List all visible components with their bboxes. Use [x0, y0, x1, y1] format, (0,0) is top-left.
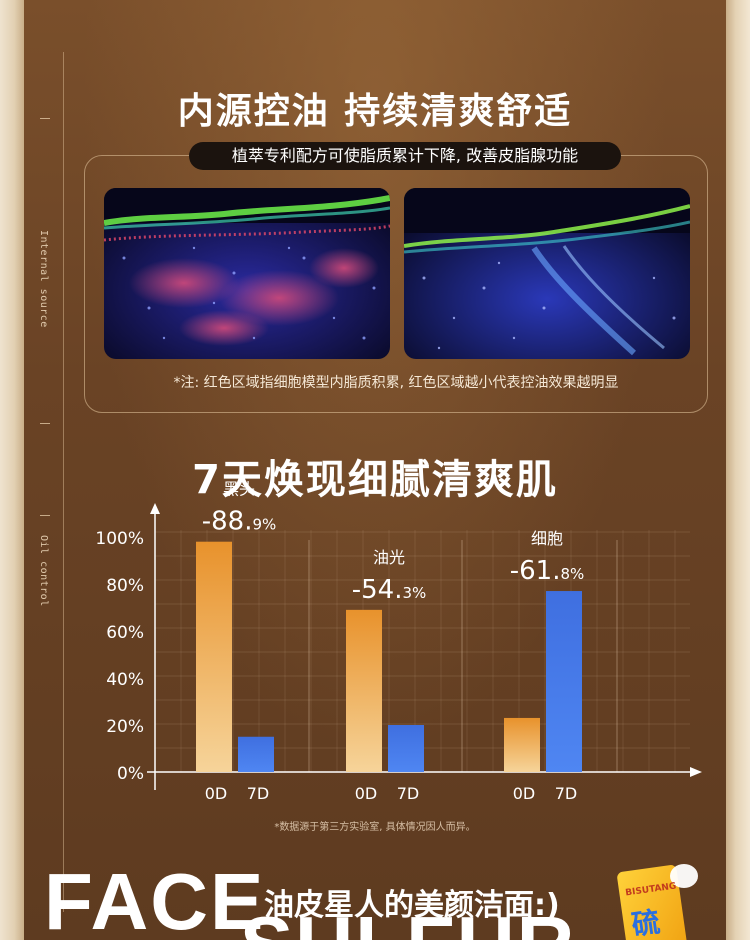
y-tick-label: 20% [106, 717, 144, 737]
bar-7d [388, 725, 424, 772]
data-source-note: *数据源于第三方实验室, 具体情况因人而异。 [274, 822, 476, 833]
bar-0d [196, 541, 232, 772]
bar-0d [346, 609, 382, 772]
product-char-label: 硫 [630, 905, 662, 940]
chart-grid [155, 530, 690, 772]
x-tick-label: 0D [355, 784, 378, 803]
micrograph-note: *注: 红色区域指细胞模型内脂质积累, 红色区域越小代表控油效果越明显 [173, 375, 619, 391]
guide-tick [40, 118, 50, 119]
x-tick-label: 0D [513, 784, 536, 803]
x-tick-label: 7D [397, 784, 420, 803]
y-axis-arrow [150, 503, 160, 514]
bar-0d [504, 717, 540, 772]
reduction-label: -54.3% [352, 575, 427, 605]
chart-bars [196, 541, 582, 772]
slogan: 油皮星人的美颜洁面:) [264, 888, 560, 923]
category-label: 黑头 [223, 480, 255, 499]
y-tick-labels: 100% 80% 60% 40% 20% 0% [95, 529, 144, 784]
page-title: 内源控油 持续清爽舒适 [177, 91, 573, 132]
category-label: 细胞 [531, 529, 563, 548]
reduction-label: -88.9% [202, 507, 277, 537]
side-label-internal-source: Internal source [38, 230, 49, 328]
micrograph-after [404, 188, 690, 359]
subtitle-pill: 植萃专利配方可使脂质累计下降, 改善皮脂腺功能 [189, 142, 621, 170]
guide-tick [40, 423, 50, 424]
y-tick-label: 0% [117, 764, 144, 784]
section-title: 7天焕现细腻清爽肌 [192, 457, 558, 503]
side-label-oil-control: Oil control [38, 535, 49, 607]
left-edge-decor [0, 0, 24, 940]
chart-annotations: 黑头 -88.9% 油光 -54.3% 细胞 -61.8% [202, 480, 585, 605]
product-tube-image: BISUTANG 硫 [617, 864, 698, 940]
brand-sulfur-text: SULFUR [240, 905, 576, 940]
x-tick-label: 0D [205, 784, 228, 803]
bar-7d [546, 591, 582, 772]
reduction-label: -61.8% [510, 556, 585, 586]
brand-face-text: FACE [44, 857, 266, 940]
category-label: 油光 [373, 548, 405, 567]
guide-tick [40, 515, 50, 516]
y-tick-label: 60% [106, 623, 144, 643]
micrograph-before [104, 188, 390, 359]
x-tick-label: 7D [247, 784, 270, 803]
x-tick-label: 7D [555, 784, 578, 803]
right-edge-decor [726, 0, 750, 940]
y-tick-label: 100% [95, 529, 144, 549]
y-tick-label: 80% [106, 576, 144, 596]
vertical-guide-line [63, 52, 64, 912]
x-axis-arrow [690, 767, 702, 777]
x-tick-labels: 0D 7D 0D 7D 0D 7D [205, 784, 578, 803]
bar-7d [238, 736, 274, 772]
y-tick-label: 40% [106, 670, 144, 690]
